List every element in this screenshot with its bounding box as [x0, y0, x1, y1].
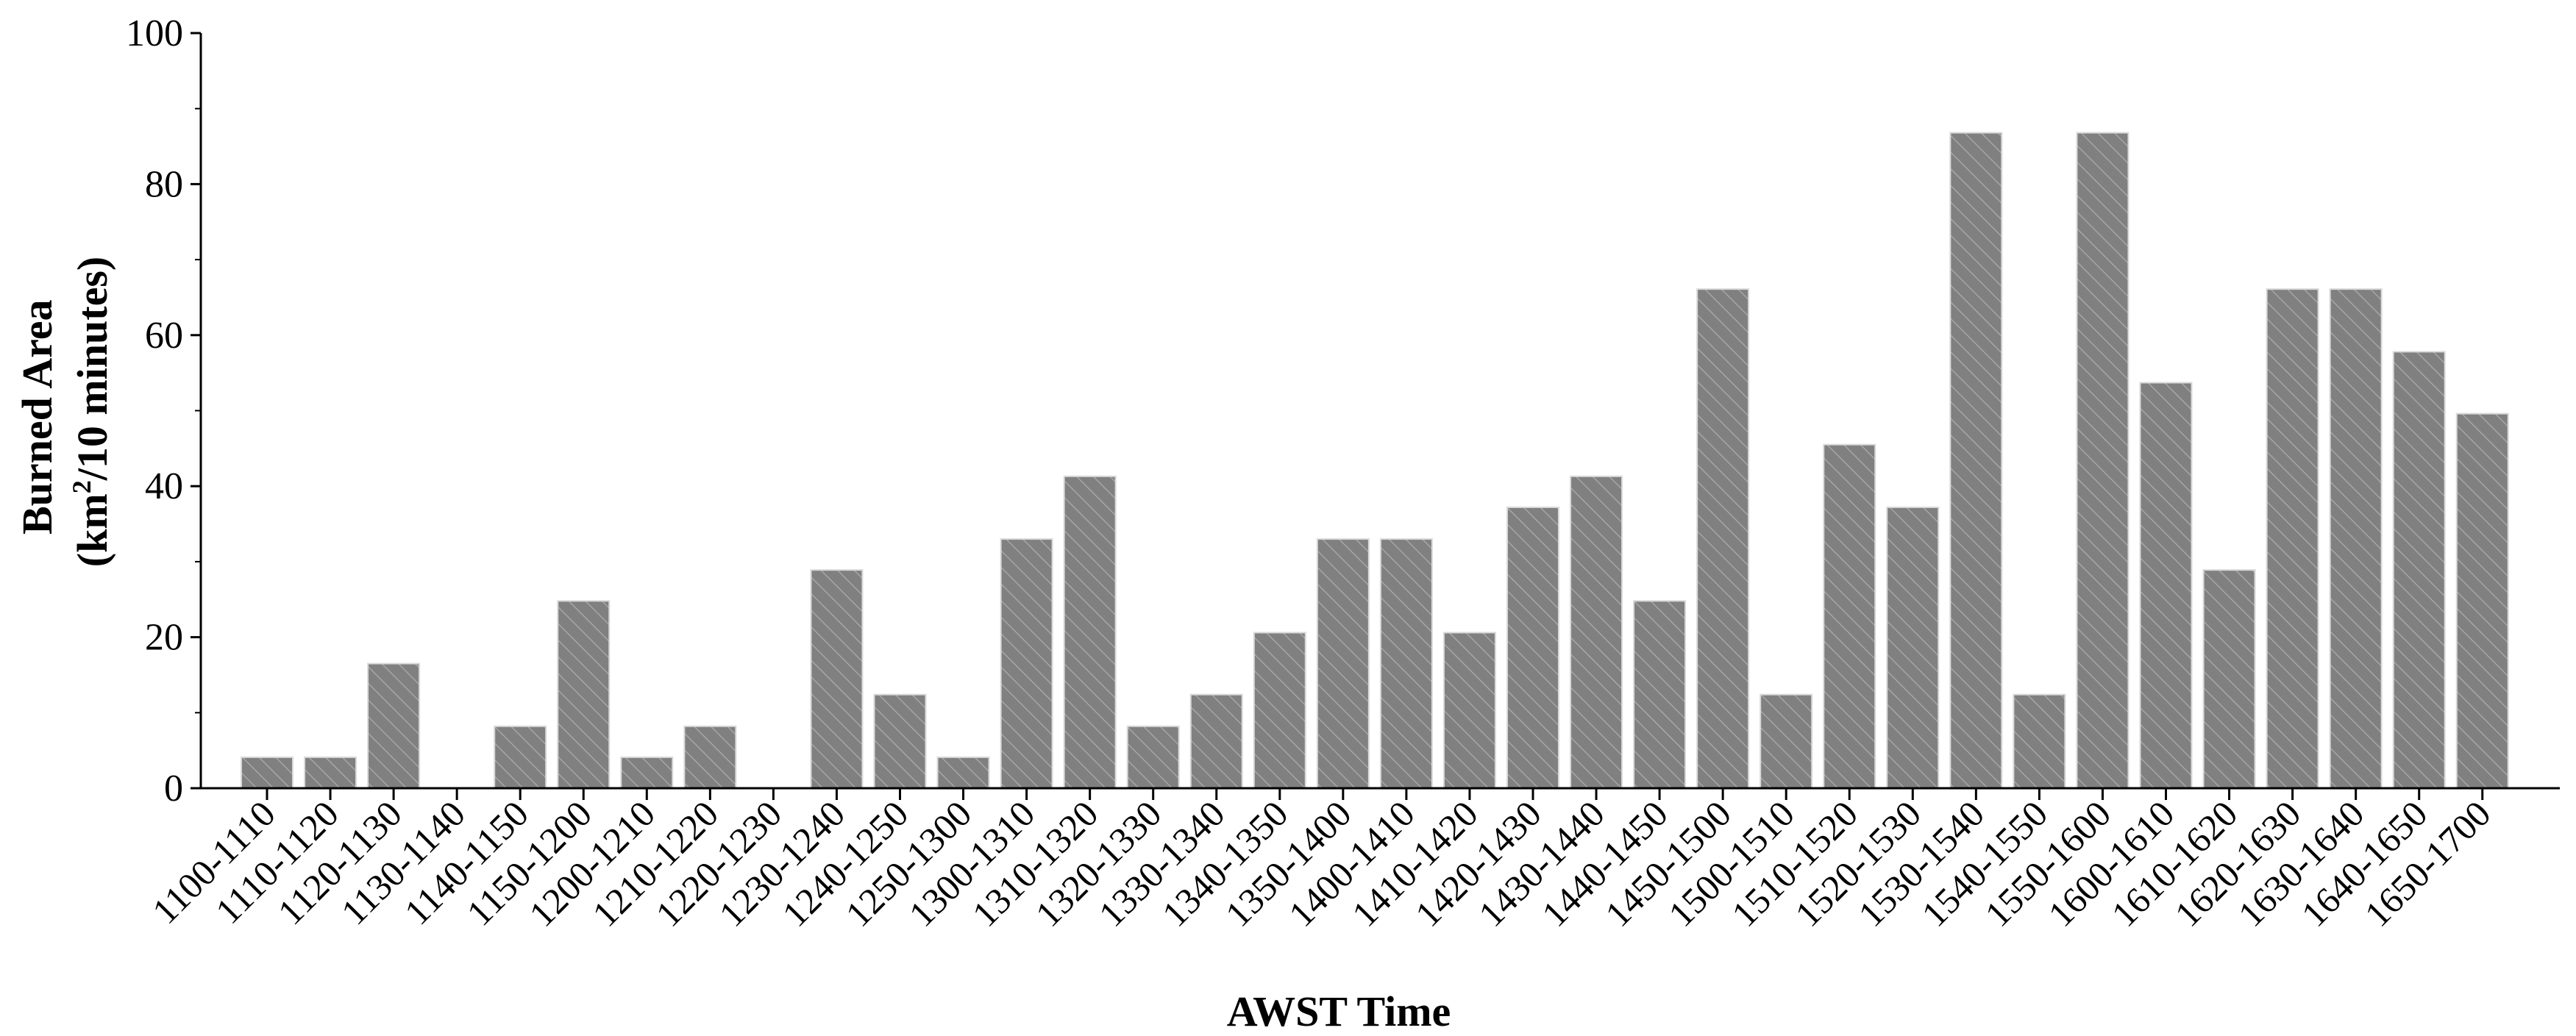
bar-1450-1500 [1696, 288, 1750, 789]
bar-1420-1430 [1506, 506, 1559, 789]
bar-1210-1220 [683, 725, 737, 790]
bar-1630-1640 [2329, 288, 2383, 789]
y-axis-title-superscript: 2 [67, 480, 96, 493]
bar-1330-1340 [1189, 693, 1243, 789]
bar-1550-1600 [2076, 132, 2130, 789]
x-axis-title: AWST Time [1227, 987, 1451, 1035]
y-axis-title: Burned Area (km2/10 minutes) [13, 257, 116, 567]
y-axis-title-line2: (km2/10 minutes) [67, 257, 116, 567]
bar-1650-1700 [2455, 412, 2509, 789]
bar-1640-1650 [2392, 351, 2446, 790]
bar-1440-1450 [1633, 600, 1687, 790]
bar-1530-1540 [1949, 132, 2003, 789]
bar-1200-1210 [620, 756, 674, 789]
bar-1430-1440 [1570, 475, 1623, 789]
bar-1120-1130 [367, 662, 421, 789]
bar-1150-1200 [557, 600, 611, 790]
y-tick-label: 40 [145, 465, 183, 507]
bar-1540-1550 [2013, 693, 2066, 789]
bar-1400-1410 [1379, 538, 1433, 790]
bar-1110-1120 [304, 756, 357, 789]
bar-1620-1630 [2266, 288, 2319, 789]
bar-1250-1300 [936, 756, 990, 789]
bar-1520-1530 [1886, 506, 1940, 789]
bar-1300-1310 [1000, 538, 1053, 790]
bar-1140-1150 [494, 725, 547, 790]
y-tick-label: 60 [145, 315, 183, 357]
y-ticks-group: 0 20 40 60 80 100 [126, 12, 201, 810]
bar-1100-1110 [241, 756, 293, 789]
bar-1320-1330 [1126, 725, 1180, 790]
bar-1600-1610 [2139, 382, 2193, 789]
y-tick-label: 0 [164, 768, 183, 810]
bar-1500-1510 [1760, 693, 1813, 789]
x-ticks-group: 1100-11101110-11201120-11301130-11401140… [144, 788, 2499, 935]
y-tick-label: 80 [145, 163, 183, 205]
bar-1610-1620 [2202, 569, 2256, 790]
bar-1240-1250 [873, 693, 927, 789]
y-tick-label: 100 [126, 12, 183, 54]
bar-1310-1320 [1063, 475, 1117, 789]
bar-1350-1400 [1316, 538, 1370, 790]
bar-1410-1420 [1442, 632, 1496, 789]
y-axis-title-line1: Burned Area [13, 299, 61, 535]
bar-1230-1240 [810, 569, 864, 790]
y-tick-label: 20 [145, 617, 183, 659]
bars-group [241, 132, 2509, 790]
bar-1340-1350 [1253, 632, 1306, 789]
bar-1510-1520 [1823, 443, 1876, 790]
